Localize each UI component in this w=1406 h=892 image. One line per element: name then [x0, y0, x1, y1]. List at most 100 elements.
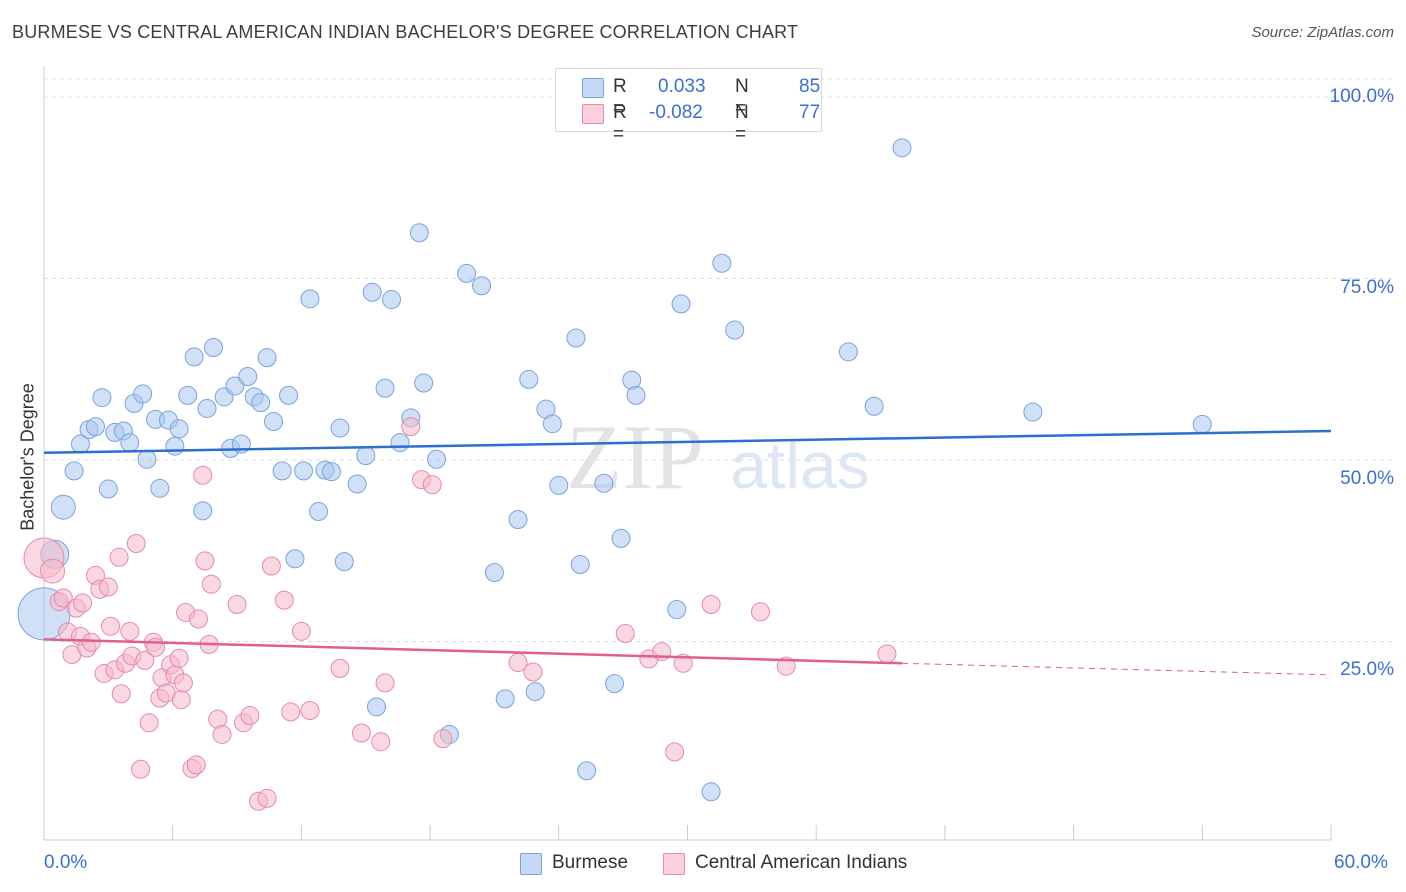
- trend-line: [43, 638, 903, 665]
- y-tick-label: 25.0%: [1340, 659, 1394, 680]
- data-point: [375, 673, 395, 693]
- data-point: [131, 759, 151, 779]
- data-point: [165, 436, 185, 456]
- data-point: [300, 289, 320, 309]
- stats-legend: R = 0.033 N = 85 R = -0.082 N = 77: [555, 68, 822, 145]
- data-point: [457, 263, 477, 283]
- data-point: [371, 732, 391, 752]
- trend-line-extension: [901, 662, 1332, 676]
- data-point: [227, 594, 247, 614]
- data-point: [838, 342, 858, 362]
- data-point: [409, 223, 429, 243]
- data-point: [665, 742, 685, 762]
- x-tick-label: 60.0%: [1334, 852, 1388, 873]
- data-point: [251, 393, 271, 413]
- axes: [43, 66, 1332, 841]
- data-point: [135, 650, 155, 670]
- data-point: [291, 621, 311, 641]
- data-point: [279, 385, 299, 405]
- data-point: [570, 555, 590, 575]
- data-point: [484, 563, 504, 583]
- legend-n-label: N =: [735, 76, 749, 119]
- legend-swatch-burmese: [582, 78, 604, 98]
- data-point: [472, 276, 492, 296]
- data-point: [626, 385, 646, 405]
- legend-swatch-central-american-indians: [582, 104, 604, 124]
- data-point: [92, 388, 112, 408]
- data-point: [321, 462, 341, 482]
- y-tick-label: 100.0%: [1329, 86, 1394, 107]
- data-point: [294, 461, 314, 481]
- data-point: [667, 600, 687, 620]
- data-point: [109, 547, 129, 567]
- legend-n-value: 85: [799, 76, 821, 97]
- legend-label-burmese: Burmese: [552, 852, 629, 873]
- data-point: [615, 624, 635, 644]
- gridlines: [44, 78, 1392, 642]
- watermark: ZIP atlas: [566, 406, 870, 508]
- data-point: [390, 433, 410, 453]
- data-point: [594, 473, 614, 493]
- data-point: [1192, 414, 1212, 434]
- data-point: [169, 648, 189, 668]
- data-point: [281, 702, 301, 722]
- data-point: [203, 337, 223, 357]
- data-point: [98, 479, 118, 499]
- data-point: [120, 433, 140, 453]
- data-point: [150, 478, 170, 498]
- data-point: [725, 320, 745, 340]
- y-tick-label: 75.0%: [1340, 277, 1394, 298]
- data-point: [375, 378, 395, 398]
- data-point: [64, 461, 84, 481]
- data-point: [261, 556, 281, 576]
- data-point: [495, 689, 515, 709]
- data-point: [381, 290, 401, 310]
- data-point: [712, 253, 732, 273]
- data-point: [98, 577, 118, 597]
- data-point: [864, 396, 884, 416]
- data-point: [525, 682, 545, 702]
- data-point: [701, 782, 721, 802]
- data-point: [776, 656, 796, 676]
- data-point: [309, 502, 329, 522]
- legend-label-central-american-indians: Central American Indians: [695, 852, 908, 873]
- legend-r-label: R =: [613, 76, 627, 119]
- data-point: [212, 724, 232, 744]
- data-point: [401, 417, 421, 437]
- data-point: [414, 373, 434, 393]
- data-point: [356, 446, 376, 466]
- data-point: [173, 673, 193, 693]
- data-point: [285, 549, 305, 569]
- trend-line: [43, 429, 1332, 454]
- data-point: [257, 348, 277, 368]
- legend-swatch-central-american-indians: [663, 853, 685, 875]
- legend-r-value: -0.082: [649, 102, 703, 123]
- data-point: [195, 551, 215, 571]
- data-point: [611, 528, 631, 548]
- chart-source: Source: ZipAtlas.com: [1251, 24, 1394, 41]
- data-point: [347, 474, 367, 494]
- chart-title: BURMESE VS CENTRAL AMERICAN INDIAN BACHE…: [12, 22, 799, 42]
- trend-lines: [43, 429, 1332, 676]
- data-point: [100, 616, 120, 636]
- y-axis-title: Bachelor's Degree: [17, 383, 38, 531]
- data-point: [577, 761, 597, 781]
- data-point: [169, 419, 189, 439]
- data-point: [519, 369, 539, 389]
- legend-n-value: 77: [799, 102, 821, 123]
- data-point: [120, 621, 140, 641]
- data-point: [50, 494, 76, 520]
- series-central-american-indians: [23, 417, 897, 811]
- data-point: [701, 594, 721, 614]
- data-point: [351, 723, 371, 743]
- data-point: [193, 501, 213, 521]
- data-point: [508, 510, 528, 530]
- data-point: [877, 644, 897, 664]
- data-point: [422, 475, 442, 495]
- data-point: [362, 282, 382, 302]
- data-point: [671, 294, 691, 314]
- data-point: [111, 684, 131, 704]
- data-point: [238, 367, 258, 387]
- data-point: [330, 658, 350, 678]
- data-point: [126, 533, 146, 553]
